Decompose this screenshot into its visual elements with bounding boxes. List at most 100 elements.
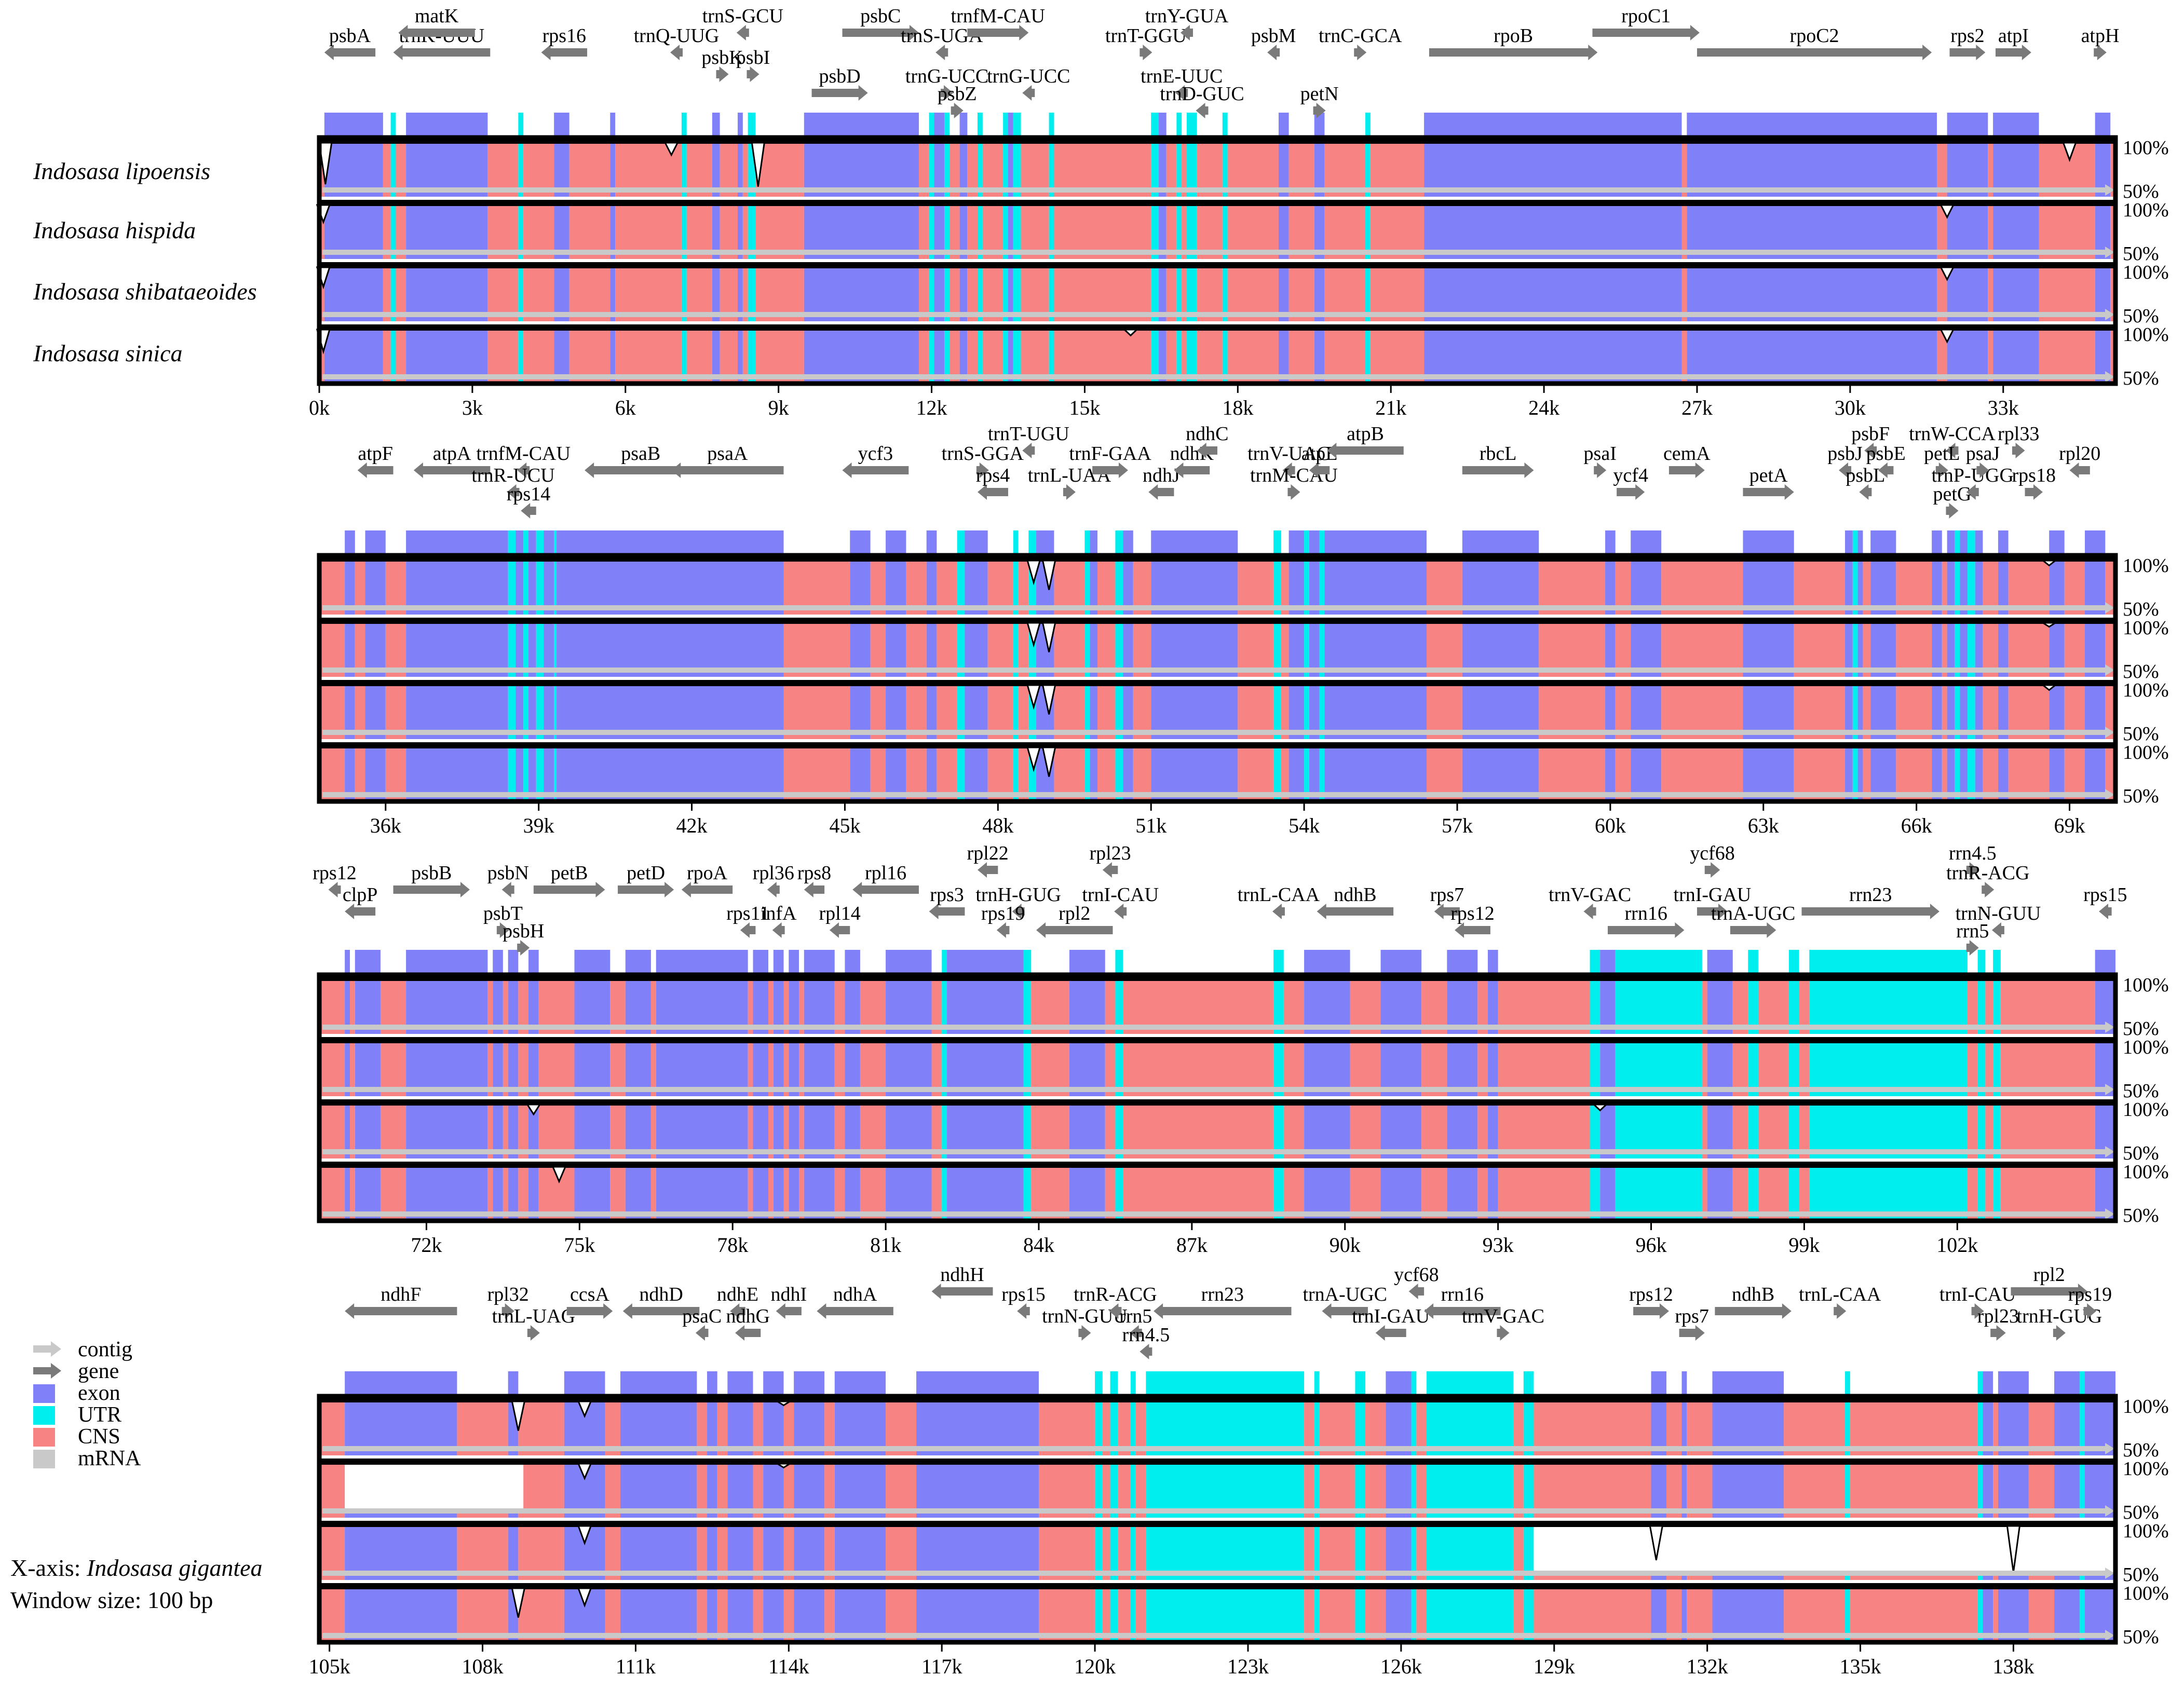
conservation-cns-block <box>487 324 519 384</box>
conservation-utr-block <box>681 138 687 197</box>
conservation-utr-block <box>1222 138 1228 197</box>
annotation-utr-block <box>1013 113 1021 138</box>
conservation-cns-block <box>686 200 712 259</box>
conservation-cns-block <box>487 200 519 259</box>
conservation-exon-block <box>1947 555 1955 615</box>
conservation-utr-block <box>523 680 529 739</box>
conservation-exon-block <box>2085 555 2106 615</box>
conservation-exon-block <box>886 975 932 1034</box>
x-tick-label: 9k <box>768 396 789 419</box>
conservation-exon-block <box>804 1162 835 1221</box>
x-tick-label: 39k <box>523 814 554 837</box>
conservation-cns-block <box>886 1459 917 1518</box>
y-tick-50: 50% <box>2123 1205 2159 1226</box>
gene-label: psbD <box>819 65 860 87</box>
conservation-exon-block <box>1870 742 1896 801</box>
conservation-cns-block <box>319 1521 345 1580</box>
conservation-cns-block <box>987 680 1013 739</box>
gene-arrow <box>541 45 588 60</box>
conservation-exon-block <box>789 975 799 1034</box>
conservation-utr-block <box>390 324 396 384</box>
conservation-cns-block <box>610 975 626 1034</box>
conservation-cns-block <box>1758 1037 1789 1096</box>
conservation-cns-block <box>355 680 365 739</box>
conservation-exon-block <box>1324 742 1427 801</box>
annotation-exon-block <box>773 950 784 975</box>
gene-label: atpH <box>2081 25 2120 47</box>
x-tick-label: 48k <box>982 814 1013 837</box>
x-tick-label: 90k <box>1330 1233 1361 1257</box>
conservation-cns-block <box>2064 742 2085 801</box>
conservation-cns-block <box>834 1037 845 1096</box>
track-top-line <box>319 618 2115 624</box>
y-tick-50: 50% <box>2123 181 2159 202</box>
conservation-cns-block <box>1238 680 1274 739</box>
annotation-utr-block <box>1788 950 1799 975</box>
conservation-cns-block <box>798 1099 804 1159</box>
conservation-cns-block <box>1539 618 1606 677</box>
conservation-exon-block <box>1993 262 2039 321</box>
conservation-cns-block <box>319 1099 345 1159</box>
gene-arrow <box>1864 443 1877 458</box>
conservation-utr-block <box>1273 742 1281 801</box>
conservation-exon-block <box>1278 138 1289 197</box>
conservation-cns-block <box>1135 1583 1146 1642</box>
conservation-cns-block <box>783 680 850 739</box>
annotation-exon-block <box>1993 113 2039 138</box>
conservation-utr-block <box>1095 1521 1103 1580</box>
gene-arrow <box>736 25 749 40</box>
conservation-cns-block <box>1615 742 1631 801</box>
conservation-exon-block <box>355 1037 381 1096</box>
conservation-cns-block <box>1018 742 1029 801</box>
conservation-utr-block <box>957 742 965 801</box>
annotation-exon-block <box>620 1371 697 1396</box>
x-tick-label: 72k <box>411 1233 442 1257</box>
gene-arrow <box>1743 484 1794 500</box>
conservation-exon-block <box>406 1037 488 1096</box>
x-tick-label: 99k <box>1788 1233 1820 1257</box>
conservation-cns-block <box>319 975 345 1034</box>
gene-label: trnD-GUC <box>1160 83 1244 105</box>
x-tick-label: 81k <box>870 1233 901 1257</box>
conservation-cns-block <box>1794 742 1846 801</box>
annotation-exon-block <box>345 530 355 555</box>
conservation-cns-block <box>1936 138 1947 197</box>
conservation-cns-block <box>860 1099 886 1159</box>
conservation-exon-block <box>1447 1099 1478 1159</box>
conservation-cns-block <box>1370 138 1425 197</box>
conservation-exon-block <box>965 742 988 801</box>
gene-arrow <box>978 862 998 878</box>
conservation-cns-block <box>1304 1396 1314 1455</box>
gene-arrow <box>517 940 530 956</box>
conservation-cns-block <box>1197 138 1223 197</box>
conservation-cns-block <box>1038 1521 1095 1580</box>
conservation-utr-block <box>1273 680 1281 739</box>
conservation-exon-block <box>1600 1162 1616 1221</box>
conservation-cns-block <box>2105 618 2115 677</box>
gene-arrow <box>1181 25 1193 40</box>
conservation-exon-block <box>707 1521 717 1580</box>
x-tick-label: 75k <box>564 1233 595 1257</box>
gene-arrow <box>996 922 1010 938</box>
conservation-utr-block <box>957 555 965 615</box>
gene-label: psbH <box>503 920 544 942</box>
gene-label: ycf68 <box>1394 1264 1439 1286</box>
conservation-cns-block <box>1498 1037 1590 1096</box>
x-tick-label: 111k <box>616 1655 656 1678</box>
conservation-cns-block <box>2028 1396 2055 1455</box>
conservation-cns-block <box>1498 1099 1590 1159</box>
conservation-exon-block <box>1932 680 1942 739</box>
gene-label: ndhB <box>1334 884 1376 906</box>
conservation-exon-block <box>1651 1583 1666 1642</box>
gene-arrow <box>2053 1325 2066 1341</box>
conservation-exon-block <box>2049 555 2065 615</box>
y-tick-100: 100% <box>2123 1520 2169 1542</box>
conservation-cns-block <box>1896 742 1932 801</box>
conservation-cns-block <box>1238 555 1274 615</box>
conservation-utr-block <box>1993 975 2001 1034</box>
contig-arrowhead <box>2105 247 2114 258</box>
conservation-cns-block <box>383 138 391 197</box>
conservation-exon-block <box>804 975 835 1034</box>
gene-label: trnG-UCC <box>905 65 988 87</box>
conservation-exon-block <box>773 1162 784 1221</box>
